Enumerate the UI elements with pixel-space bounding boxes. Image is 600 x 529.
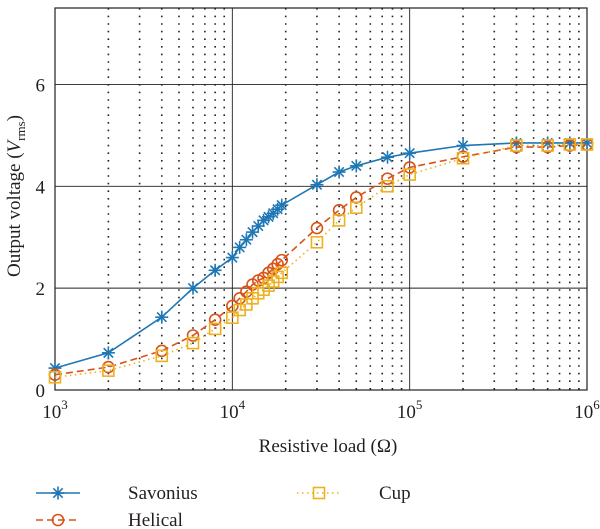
y-axis-title-sub: rms (13, 121, 28, 141)
data-point-cup (403, 168, 416, 181)
y-tick-label: 2 (36, 279, 46, 300)
data-point-cup (456, 151, 470, 165)
plot-frame (54, 7, 588, 391)
data-point-cup (102, 364, 115, 377)
series-savonius (48, 136, 594, 375)
data-point-cup (310, 235, 324, 249)
data-point-savonius (332, 165, 346, 179)
data-point-helical (349, 191, 363, 204)
legend-label-helical: Helical (128, 510, 183, 529)
data-point-helical (381, 172, 394, 185)
series-cup (48, 138, 594, 384)
data-point-savonius (349, 159, 363, 173)
data-point-cup (510, 139, 523, 152)
data-point-cup (262, 279, 275, 292)
data-point-cup (580, 138, 594, 151)
series-layer (48, 136, 594, 384)
series-line-helical (54, 143, 588, 376)
legend-marker-cup (312, 486, 326, 500)
data-point-savonius (186, 281, 200, 295)
legend-item-helical: Helical (36, 510, 183, 529)
series-line-savonius (54, 142, 587, 369)
tick-labels: 103 104 105 106 0 2 4 6 (36, 75, 600, 423)
data-point-cup (275, 266, 289, 280)
data-point-cup (155, 349, 169, 363)
x-tick-label: 106 (574, 397, 600, 423)
legend-label-cup: Cup (379, 483, 411, 504)
data-point-helical (310, 221, 324, 235)
y-axis-title: Output voltage (Vrms) (4, 115, 28, 277)
data-point-helical (271, 257, 284, 271)
legend-label-savonius: Savonius (128, 483, 198, 504)
x-tick-label: 103 (42, 397, 68, 423)
data-point-savonius (251, 219, 265, 233)
x-tick-label: 104 (220, 397, 246, 423)
legend-marker-helical (51, 513, 65, 527)
y-tick-label: 0 (36, 381, 46, 402)
y-tick-label: 6 (36, 75, 46, 96)
data-point-savonius (101, 346, 115, 360)
data-point-cup (563, 138, 577, 151)
data-point-savonius (403, 146, 417, 160)
legend-item-savonius: Savonius (36, 483, 198, 504)
plot-grid (54, 8, 588, 391)
data-point-savonius (310, 178, 324, 192)
data-point-helical (332, 203, 346, 217)
data-point-cup (541, 139, 554, 152)
data-point-cup (266, 275, 280, 288)
data-point-cup (226, 311, 239, 324)
data-point-cup (208, 322, 222, 336)
data-point-savonius (239, 233, 253, 247)
legend-symbol-cup (297, 486, 341, 500)
data-point-cup (48, 370, 62, 384)
y-axis-title-var: V (4, 138, 25, 152)
data-point-savonius (456, 139, 470, 153)
data-point-savonius (275, 198, 289, 212)
legend-symbol-helical (36, 513, 80, 527)
data-point-helical (186, 329, 200, 342)
series-helical (48, 138, 594, 382)
data-point-savonius (381, 150, 395, 164)
data-point-cup (332, 214, 346, 227)
data-point-savonius (155, 310, 169, 324)
legend-item-cup: Cup (297, 483, 411, 504)
x-tick-label: 105 (397, 397, 423, 423)
y-axis-title-prefix: Output voltage ( (4, 152, 25, 277)
data-point-savonius (208, 263, 222, 277)
y-axis-title-suffix: ) (4, 115, 25, 121)
data-point-cup (381, 179, 394, 193)
legend-symbol-savonius (36, 486, 80, 500)
data-point-cup (271, 270, 284, 284)
data-point-helical (403, 161, 416, 174)
legend-marker-savonius (51, 486, 65, 500)
data-point-cup (186, 336, 200, 350)
y-tick-label: 4 (36, 177, 46, 198)
data-point-helical (208, 313, 222, 327)
series-line-cup (54, 143, 587, 379)
legend: Savonius Helical Cup (36, 483, 411, 529)
data-point-savonius (225, 251, 239, 265)
data-point-cup (349, 201, 363, 214)
data-point-helical (275, 253, 289, 267)
x-axis-title: Resistive load (Ω) (259, 436, 398, 457)
